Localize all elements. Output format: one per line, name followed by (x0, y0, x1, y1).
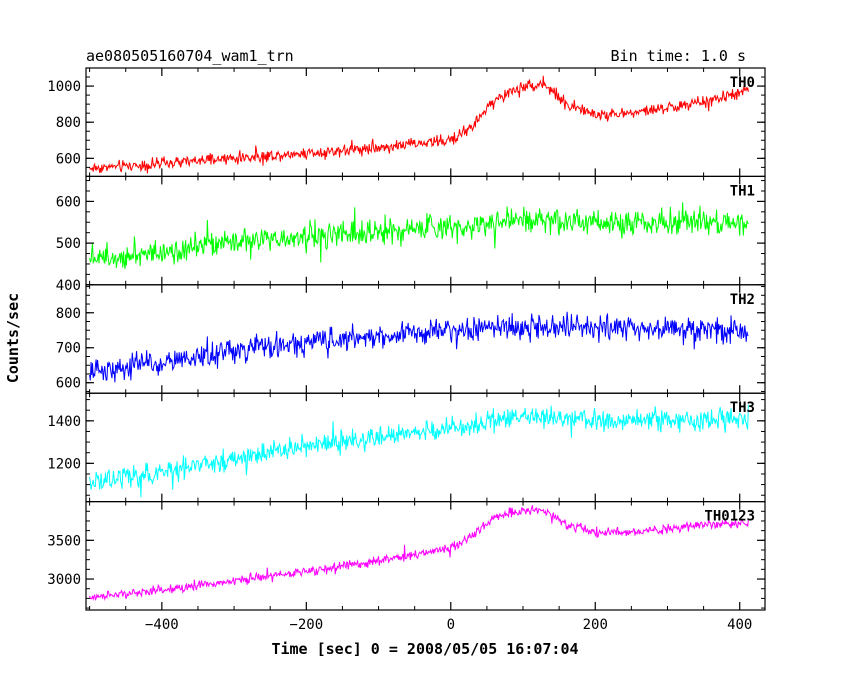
y-axis-label: Counts/sec (4, 293, 22, 383)
y-tick-label: 400 (56, 278, 81, 294)
x-tick-label: 200 (583, 617, 608, 633)
panel-th2: 600 700 800 TH2 (56, 284, 766, 394)
panel-label: TH3 (730, 400, 755, 416)
chart-title: ae080505160704_wam1_trn (86, 47, 294, 65)
panel-label: TH2 (730, 292, 755, 308)
panel-th3: 1200 1400 TH3 (47, 392, 766, 503)
x-axis-label: Time [sec] 0 = 2008/05/05 16:07:04 (271, 640, 578, 658)
panel-label: TH0 (730, 75, 755, 91)
y-tick-label: 3000 (47, 572, 81, 588)
bin-time-label: Bin time: 1.0 s (611, 47, 746, 65)
x-tick-label: 400 (727, 617, 752, 633)
x-tick-label: −400 (145, 617, 179, 633)
panel-label: TH1 (730, 183, 755, 199)
series-th0123 (89, 505, 749, 602)
y-tick-label: 600 (56, 376, 81, 392)
x-tick-label: 0 (447, 617, 455, 633)
panel-th1: 400 500 600 TH1 (56, 175, 766, 294)
panel-th0123: 3000 3500 TH0123 (47, 501, 766, 611)
series-th1 (89, 202, 749, 269)
y-tick-label: 600 (56, 151, 81, 167)
panel-frame (85, 392, 766, 503)
y-tick-label: 600 (56, 194, 81, 210)
y-tick-label: 1400 (47, 414, 81, 430)
panel-th0: 600 800 1000 TH0 (47, 67, 766, 178)
x-tick-label: −200 (289, 617, 323, 633)
panel-frame (85, 501, 766, 611)
y-tick-label: 500 (56, 236, 81, 252)
y-tick-label: 1200 (47, 456, 81, 472)
series-th2 (89, 311, 749, 383)
panel-label: TH0123 (704, 509, 755, 525)
series-th3 (89, 404, 749, 498)
y-tick-label: 800 (56, 115, 81, 131)
y-tick-label: 1000 (47, 79, 81, 95)
y-tick-label: 700 (56, 341, 81, 357)
x-axis: −400 −200 0 200 400 (145, 617, 752, 633)
y-tick-label: 3500 (47, 533, 81, 549)
y-tick-label: 800 (56, 306, 81, 322)
series-th0 (89, 75, 749, 174)
panel-stack: 600 800 1000 TH0 400 500 600 TH1 600 700 800 TH2 120… (47, 67, 766, 611)
